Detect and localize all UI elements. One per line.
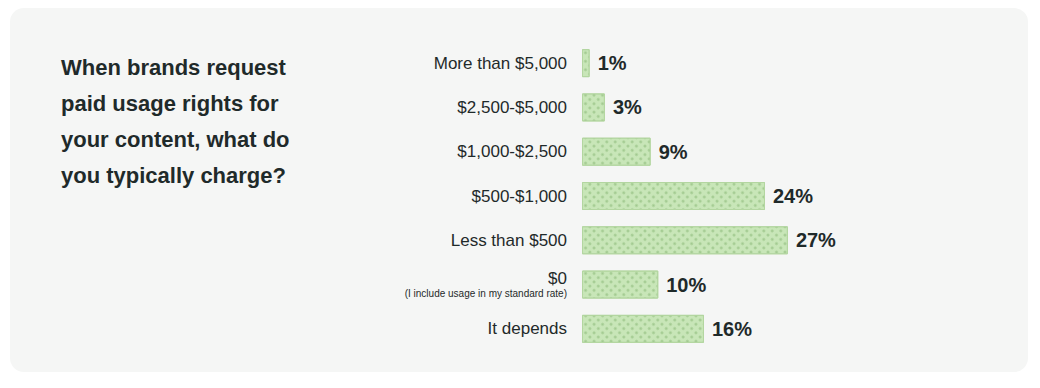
svg-text:3%: 3% xyxy=(613,96,642,118)
svg-text:$0: $0 xyxy=(548,269,567,288)
svg-text:$2,500-$5,000: $2,500-$5,000 xyxy=(457,98,567,117)
svg-text:your content, what do: your content, what do xyxy=(61,127,296,152)
svg-text:paid usage rights for: paid usage rights for xyxy=(61,91,285,116)
svg-text:24%: 24% xyxy=(773,185,813,207)
svg-text:It depends: It depends xyxy=(488,319,567,338)
svg-text:(I include usage in my standar: (I include usage in my standard rate) xyxy=(405,288,567,299)
svg-text:Less than $500: Less than $500 xyxy=(451,231,567,250)
svg-text:$500-$1,000: $500-$1,000 xyxy=(472,187,567,206)
svg-text:10%: 10% xyxy=(666,274,706,296)
svg-text:When brands request: When brands request xyxy=(61,55,292,80)
svg-text:you typically charge?: you typically charge? xyxy=(61,163,286,188)
svg-text:9%: 9% xyxy=(659,141,688,163)
svg-text:1%: 1% xyxy=(598,52,627,74)
svg-text:$1,000-$2,500: $1,000-$2,500 xyxy=(457,142,567,161)
svg-text:16%: 16% xyxy=(712,318,752,340)
svg-text:More than $5,000: More than $5,000 xyxy=(434,54,567,73)
svg-text:27%: 27% xyxy=(796,229,836,251)
